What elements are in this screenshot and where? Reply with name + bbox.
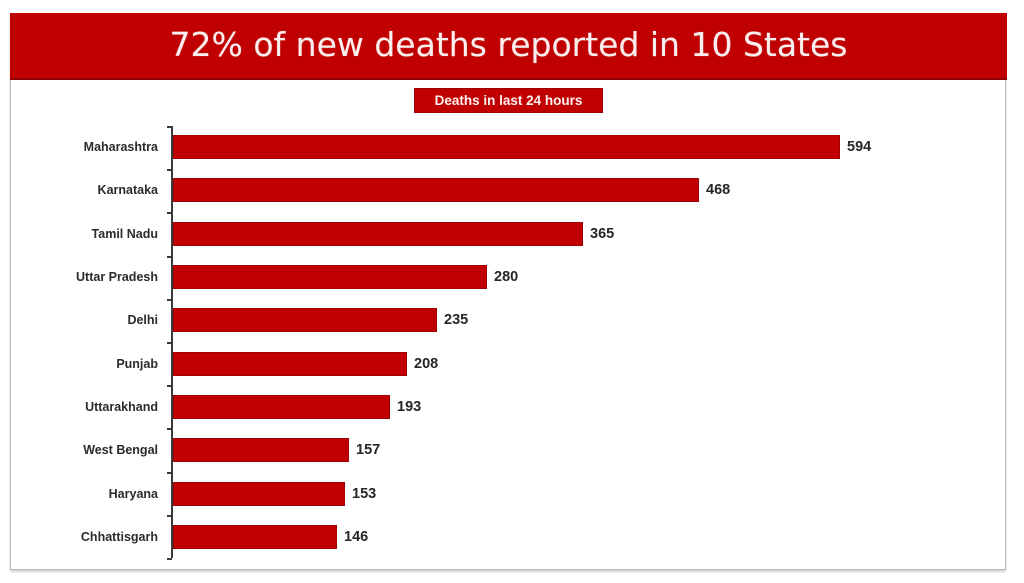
- series-legend: Deaths in last 24 hours: [414, 88, 603, 113]
- bar: [173, 482, 345, 506]
- category-label: Maharashtra: [83, 140, 158, 154]
- title-banner: 72% of new deaths reported in 10 States: [10, 13, 1007, 80]
- y-axis-tick: [167, 471, 172, 474]
- value-label: 235: [444, 312, 469, 328]
- y-axis-tick: [167, 342, 172, 344]
- y-axis-tick: [167, 255, 172, 258]
- value-label: 157: [356, 442, 381, 458]
- value-label: 146: [344, 529, 369, 545]
- value-label: 153: [352, 486, 377, 502]
- y-axis-tick: [167, 558, 172, 560]
- y-axis-tick: [167, 514, 172, 517]
- value-label: 365: [590, 226, 615, 242]
- y-axis-tick: [167, 428, 172, 431]
- y-axis-line: [171, 126, 173, 558]
- y-axis-tick: [167, 126, 172, 128]
- y-axis-tick: [167, 169, 172, 172]
- bar-row: Chhattisgarh 146: [0, 525, 1024, 549]
- bar: [173, 222, 583, 246]
- category-label: Tamil Nadu: [91, 227, 158, 241]
- bar: [173, 135, 840, 159]
- value-label: 594: [847, 139, 872, 155]
- category-label: Delhi: [127, 313, 158, 327]
- bar-row: Tamil Nadu 365: [0, 222, 1024, 246]
- y-axis-tick: [167, 385, 172, 388]
- bar-row: West Bengal 157: [0, 438, 1024, 462]
- value-label: 280: [494, 269, 519, 285]
- bar-row: Delhi 235: [0, 308, 1024, 332]
- category-label: Chhattisgarh: [80, 530, 158, 544]
- category-label: Haryana: [108, 487, 158, 501]
- bar: [173, 395, 390, 419]
- value-label: 468: [706, 182, 731, 198]
- bar-row: Uttar Pradesh 280: [0, 265, 1024, 289]
- bar: [173, 308, 437, 332]
- category-label: Uttarakhand: [85, 400, 158, 414]
- y-axis-tick: [167, 298, 172, 301]
- bar: [173, 352, 407, 376]
- bar-row: Uttarakhand 193: [0, 395, 1024, 419]
- y-axis-tick: [167, 212, 172, 215]
- bar: [173, 525, 337, 549]
- category-label: Karnataka: [97, 183, 158, 197]
- value-label: 193: [397, 399, 422, 415]
- bar-row: Maharashtra 594: [0, 135, 1024, 159]
- bar-row: Karnataka 468: [0, 178, 1024, 202]
- bar: [173, 438, 349, 462]
- bar-row: Punjab 208: [0, 352, 1024, 376]
- bar: [173, 265, 487, 289]
- legend-label: Deaths in last 24 hours: [434, 93, 583, 108]
- category-label: West Bengal: [83, 443, 158, 457]
- chart-title: 72% of new deaths reported in 10 States: [169, 25, 848, 64]
- category-label: Uttar Pradesh: [76, 270, 158, 284]
- bar-row: Haryana 153: [0, 482, 1024, 506]
- value-label: 208: [414, 356, 439, 372]
- category-label: Punjab: [116, 357, 158, 371]
- bar: [173, 178, 699, 202]
